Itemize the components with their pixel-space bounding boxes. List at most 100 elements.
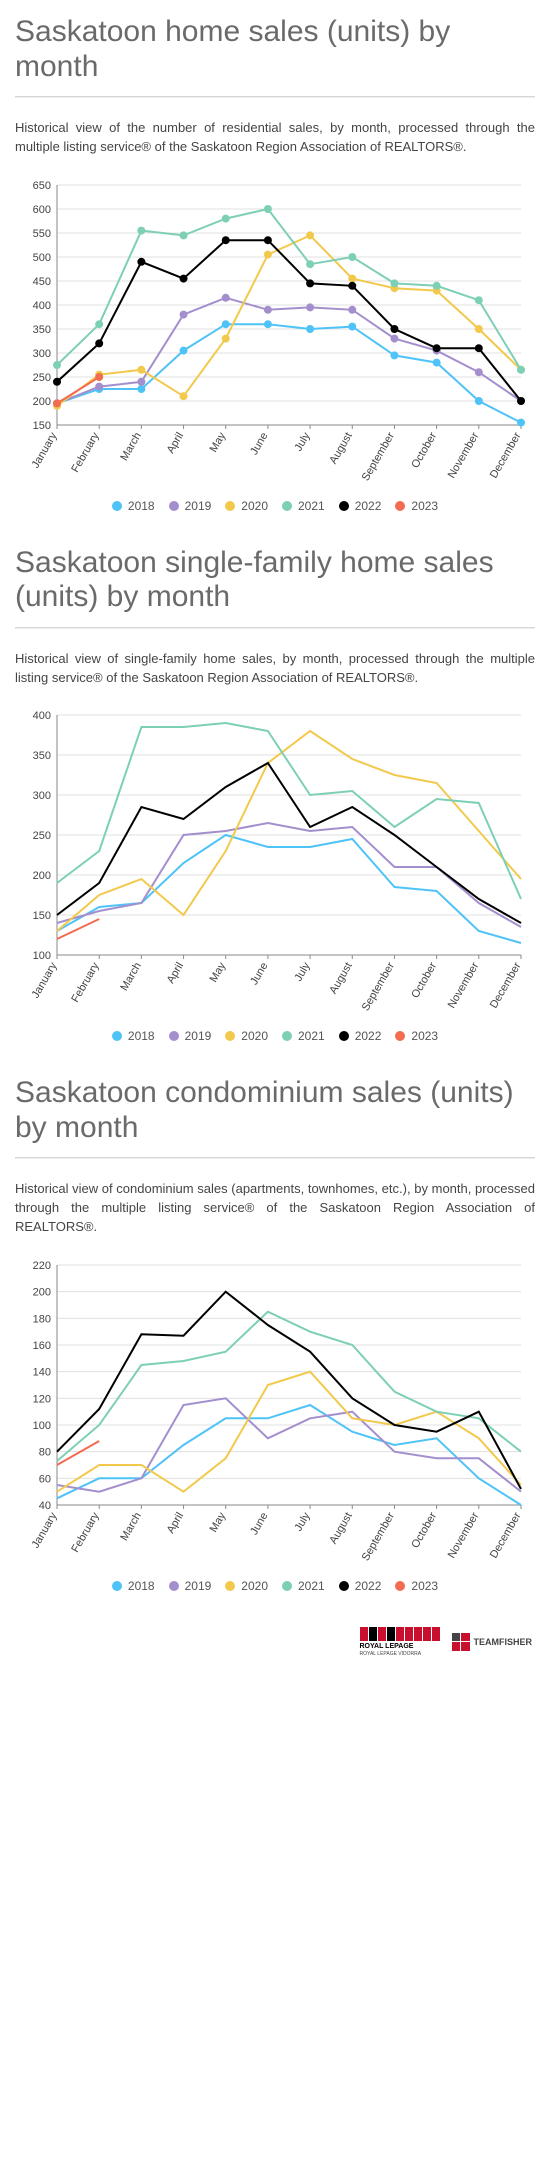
x-tick-label: January — [30, 430, 60, 470]
marker-2018 — [517, 418, 525, 426]
marker-2019 — [348, 305, 356, 313]
x-tick-label: December — [488, 430, 524, 480]
legend-label: 2021 — [298, 1579, 325, 1593]
marker-2022 — [306, 279, 314, 287]
section-condo: Saskatoon condominium sales (units) by m… — [0, 1061, 550, 1611]
y-tick-label: 100 — [33, 1420, 51, 1432]
marker-2022 — [475, 344, 483, 352]
marker-2018 — [475, 397, 483, 405]
marker-2022 — [95, 339, 103, 347]
y-tick-label: 120 — [33, 1393, 51, 1405]
marker-2020 — [180, 392, 188, 400]
x-tick-label: September — [360, 1510, 397, 1563]
legend-label: 2020 — [241, 1579, 268, 1593]
x-tick-label: December — [488, 1510, 524, 1560]
chart-wrap: 406080100120140160180200220JanuaryFebrua… — [15, 1255, 535, 1565]
series-2022 — [57, 763, 521, 923]
marker-2020 — [348, 274, 356, 282]
y-tick-label: 200 — [33, 1287, 51, 1299]
marker-2019 — [222, 293, 230, 301]
y-tick-label: 60 — [39, 1473, 51, 1485]
y-tick-label: 300 — [33, 790, 51, 802]
marker-2021 — [433, 281, 441, 289]
marker-2018 — [222, 320, 230, 328]
legend-item-2022: 2022 — [339, 1029, 382, 1043]
legend-label: 2023 — [411, 1029, 438, 1043]
x-tick-label: September — [360, 430, 397, 483]
legend-dot — [282, 1581, 292, 1591]
legend-item-2021: 2021 — [282, 1029, 325, 1043]
legend-item-2018: 2018 — [112, 499, 155, 513]
marker-2021 — [137, 226, 145, 234]
legend-label: 2022 — [355, 1579, 382, 1593]
legend-item-2019: 2019 — [169, 1579, 212, 1593]
marker-2018 — [137, 385, 145, 393]
legend-item-2018: 2018 — [112, 1029, 155, 1043]
marker-2019 — [264, 305, 272, 313]
legend-dot — [339, 1581, 349, 1591]
legend-dot — [225, 1031, 235, 1041]
x-tick-label: February — [69, 960, 102, 1005]
legend-label: 2022 — [355, 499, 382, 513]
x-tick-label: November — [446, 1510, 482, 1560]
legend-label: 2018 — [128, 499, 155, 513]
marker-2020 — [306, 231, 314, 239]
marker-2019 — [306, 303, 314, 311]
x-tick-label: August — [327, 1510, 355, 1546]
legend-label: 2022 — [355, 1029, 382, 1043]
marker-2022 — [137, 257, 145, 265]
marker-2022 — [390, 325, 398, 333]
y-tick-label: 200 — [33, 396, 51, 408]
legend-dot — [339, 1031, 349, 1041]
chart-wrap: 150200250300350400450500550600650January… — [15, 175, 535, 485]
chart-desc: Historical view of condominium sales (ap… — [15, 1180, 535, 1237]
x-tick-label: September — [360, 961, 397, 1014]
legend-dot — [112, 1581, 122, 1591]
y-tick-label: 220 — [33, 1260, 51, 1272]
legend-label: 2023 — [411, 1579, 438, 1593]
chart-title: Saskatoon single-family home sales (unit… — [15, 546, 535, 615]
chart-single: 100150200250300350400JanuaryFebruaryMarc… — [15, 705, 535, 1015]
chart-desc: Historical view of the number of residen… — [15, 119, 535, 157]
legend-item-2022: 2022 — [339, 1579, 382, 1593]
y-tick-label: 400 — [33, 300, 51, 312]
marker-2021 — [390, 279, 398, 287]
marker-2019 — [475, 368, 483, 376]
x-tick-label: May — [208, 430, 229, 454]
legend-item-2021: 2021 — [282, 499, 325, 513]
marker-2020 — [137, 365, 145, 373]
y-tick-label: 40 — [39, 1500, 51, 1512]
x-tick-label: March — [118, 1510, 144, 1542]
x-tick-label: October — [409, 430, 439, 470]
series-2018 — [57, 835, 521, 943]
legend-item-2023: 2023 — [395, 499, 438, 513]
legend-label: 2019 — [185, 1029, 212, 1043]
marker-2022 — [53, 377, 61, 385]
legend-label: 2018 — [128, 1579, 155, 1593]
x-tick-label: June — [248, 1510, 270, 1537]
legend-dot — [169, 1031, 179, 1041]
y-tick-label: 150 — [33, 910, 51, 922]
x-tick-label: August — [327, 961, 355, 997]
marker-2021 — [475, 296, 483, 304]
y-tick-label: 350 — [33, 750, 51, 762]
legend-label: 2019 — [185, 499, 212, 513]
marker-2023 — [95, 373, 103, 381]
x-tick-label: May — [208, 960, 229, 984]
divider — [15, 627, 535, 628]
x-tick-label: April — [165, 1510, 186, 1535]
legend-dot — [339, 501, 349, 511]
chart-wrap: 100150200250300350400JanuaryFebruaryMarc… — [15, 705, 535, 1015]
marker-2021 — [180, 231, 188, 239]
x-tick-label: April — [165, 961, 186, 986]
series-2020 — [57, 1372, 521, 1492]
marker-2021 — [264, 205, 272, 213]
legend-item-2023: 2023 — [395, 1029, 438, 1043]
legend-dot — [395, 1031, 405, 1041]
marker-2018 — [390, 351, 398, 359]
series-2021 — [57, 723, 521, 899]
x-tick-label: January — [30, 960, 60, 1000]
chart-total: 150200250300350400450500550600650January… — [15, 175, 535, 485]
series-2019 — [57, 297, 521, 403]
marker-2018 — [306, 325, 314, 333]
